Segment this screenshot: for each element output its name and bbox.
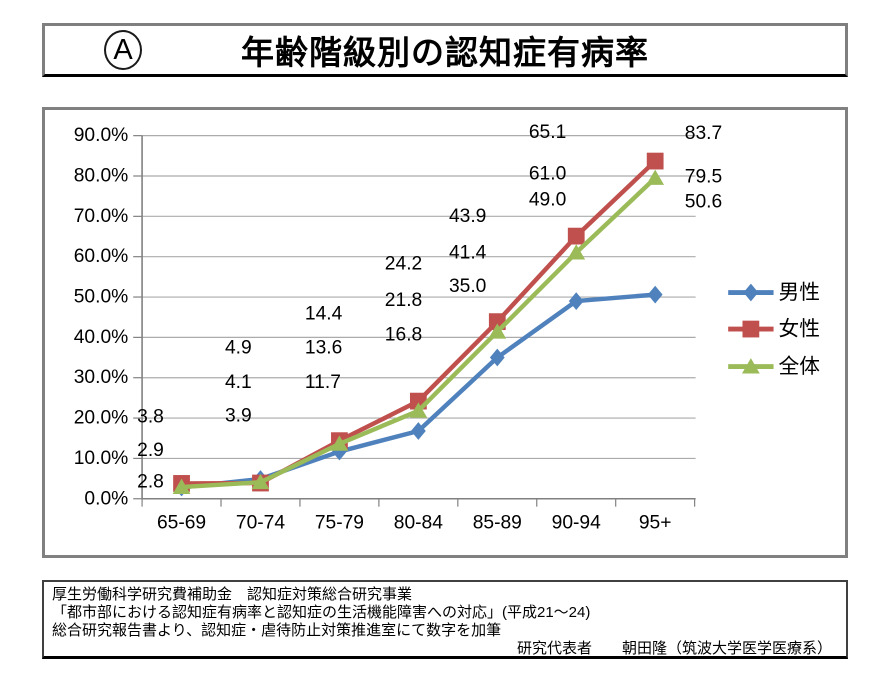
data-label-female: 3.8 xyxy=(137,406,164,427)
series-female xyxy=(173,152,664,492)
source-line: 総合研究報告書より、認知症・虐待防止対策推進室にて数字を加筆 xyxy=(52,622,502,639)
y-axis-tick-label: 80.0% xyxy=(74,165,129,186)
source-note: 厚生労働科学研究費補助金 認知症対策総合研究事業 「都市部における認知症有病率と… xyxy=(42,580,848,659)
data-label-male: 4.9 xyxy=(225,337,252,358)
data-labels: 3.8 2.9 2.8 4.9 4.1 3.9 14.4 13.6 11.7 24.2 21.8 16… xyxy=(137,122,722,492)
x-axis-tick-label: 85-89 xyxy=(473,512,522,533)
y-axis-tick-label: 90.0% xyxy=(74,125,129,146)
data-label-total: 13.6 xyxy=(305,337,342,358)
x-axis-tick-label: 90-94 xyxy=(552,512,601,533)
legend-marker-female xyxy=(742,320,760,338)
marker-total xyxy=(488,323,507,339)
page-title: 年齢階級別の認知症有病率 xyxy=(241,34,649,71)
marker-female xyxy=(567,227,585,245)
data-label-male: 35.0 xyxy=(449,276,486,297)
y-axis-labels: 0.0% 10.0% 20.0% 30.0% 40.0% 50.0% 60.0% 70.0% 8… xyxy=(74,125,129,509)
legend-item-female: 女性 xyxy=(728,318,820,341)
data-label-total: 41.4 xyxy=(449,243,487,264)
legend-label-male: 男性 xyxy=(779,281,820,304)
data-label-total: 21.8 xyxy=(385,290,422,311)
data-label-total: 61.0 xyxy=(529,164,566,185)
legend-label-total: 全体 xyxy=(779,355,821,378)
marker-total xyxy=(251,473,270,490)
y-axis-tick-label: 10.0% xyxy=(74,448,129,469)
source-line: 「都市部における認知症有病率と認知症の生活機能障害への対応」(平成21～24) xyxy=(52,604,591,621)
y-axis-tick-label: 60.0% xyxy=(74,246,129,267)
axes xyxy=(133,135,696,507)
data-label-total: 2.9 xyxy=(137,440,164,461)
y-axis-tick-label: 0.0% xyxy=(84,488,128,509)
marker-female xyxy=(646,152,664,170)
marker-male xyxy=(568,292,584,310)
marker-total xyxy=(646,169,665,185)
data-label-female: 65.1 xyxy=(529,122,566,143)
y-axis-tick-label: 40.0% xyxy=(74,327,129,348)
x-axis-tick-label: 65-69 xyxy=(157,512,206,533)
data-label-female: 83.7 xyxy=(685,123,722,144)
legend-item-total: 全体 xyxy=(728,355,820,378)
data-label-male: 49.0 xyxy=(529,189,566,210)
marker-male xyxy=(410,422,426,440)
data-label-female: 43.9 xyxy=(449,206,486,227)
y-axis-tick-label: 70.0% xyxy=(74,206,129,227)
marker-male xyxy=(647,285,663,304)
credit-line: 研究代表者 朝田隆（筑波大学医学医療系） xyxy=(516,640,832,657)
marker-total xyxy=(330,435,349,451)
data-label-male: 16.8 xyxy=(385,324,422,345)
chart-panel: 0.0% 10.0% 20.0% 30.0% 40.0% 50.0% 60.0% 70.0% 8… xyxy=(42,107,848,558)
gridlines xyxy=(142,135,696,460)
data-label-male: 11.7 xyxy=(305,372,341,393)
legend-item-male: 男性 xyxy=(728,281,820,304)
y-axis-tick-label: 20.0% xyxy=(74,408,129,429)
y-axis-tick-label: 50.0% xyxy=(74,287,129,308)
marker-total xyxy=(409,402,428,418)
x-axis-tick-label: 80-84 xyxy=(394,512,443,533)
data-label-total: 79.5 xyxy=(685,167,722,188)
data-label-female: 3.9 xyxy=(225,405,252,426)
data-label-male: 50.6 xyxy=(685,191,722,212)
x-axis-tick-label: 75-79 xyxy=(315,512,364,533)
legend-marker-male xyxy=(743,283,759,302)
y-axis-tick-label: 30.0% xyxy=(74,367,129,388)
series-total xyxy=(172,169,665,494)
data-label-male: 2.8 xyxy=(137,471,164,492)
title-bar: A 年齢階級別の認知症有病率 xyxy=(42,23,848,77)
legend-marker-total xyxy=(741,358,760,374)
data-label-female: 24.2 xyxy=(385,253,422,274)
marker-total xyxy=(567,244,586,260)
line-chart: 0.0% 10.0% 20.0% 30.0% 40.0% 50.0% 60.0% 70.0% 8… xyxy=(74,122,820,533)
data-label-female: 14.4 xyxy=(305,304,343,325)
legend-label-female: 女性 xyxy=(779,318,820,341)
x-axis-tick-label: 70-74 xyxy=(236,512,285,533)
label-a-badge: A xyxy=(104,30,142,70)
source-line: 厚生労働科学研究費補助金 認知症対策総合研究事業 xyxy=(52,586,413,603)
x-axis-labels: 65-69 70-74 75-79 80-84 85-89 90-94 95+ xyxy=(157,512,672,533)
x-axis-tick-label: 95+ xyxy=(639,512,672,533)
marker-total xyxy=(172,478,191,494)
data-label-total: 4.1 xyxy=(225,372,252,393)
